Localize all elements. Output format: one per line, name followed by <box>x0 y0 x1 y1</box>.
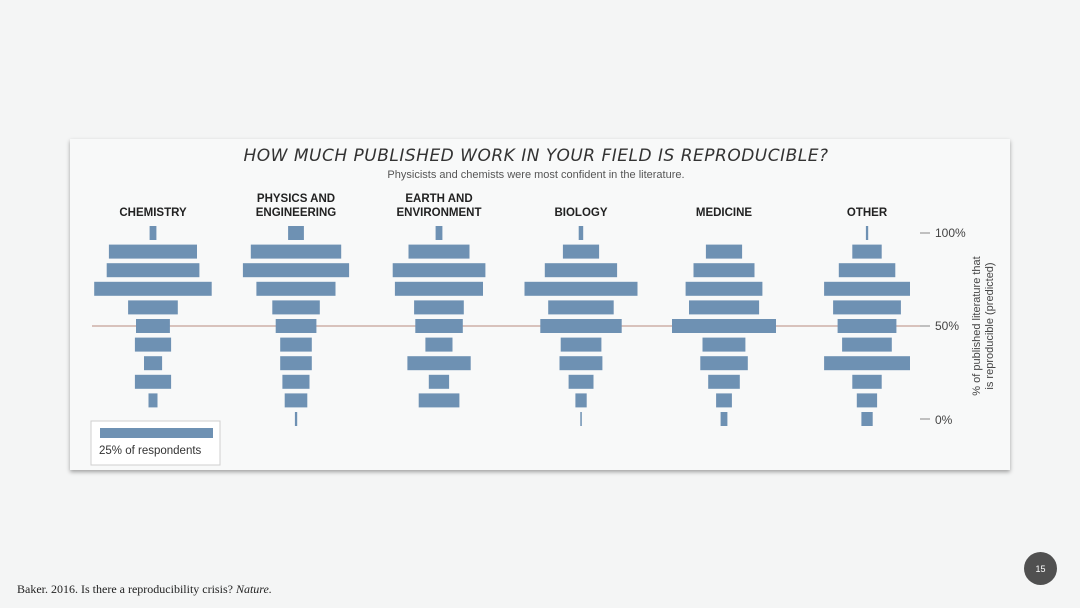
chart-bar <box>562 244 600 259</box>
y-tick-0: 0% <box>935 413 953 427</box>
chart-bar <box>294 412 298 426</box>
chart-bar <box>672 319 776 333</box>
category-group <box>524 226 638 426</box>
chart-bar <box>838 263 896 278</box>
chart-bar <box>856 393 878 408</box>
category-group <box>94 226 212 408</box>
chart-figure: HOW MUCH PUBLISHED WORK IN YOUR FIELD IS… <box>70 139 1010 470</box>
chart-svg: HOW MUCH PUBLISHED WORK IN YOUR FIELD IS… <box>90 146 996 466</box>
chart-title: HOW MUCH PUBLISHED WORK IN YOUR FIELD IS… <box>243 146 828 166</box>
chart-bar <box>94 281 212 296</box>
page-number-badge: 15 <box>1024 552 1057 585</box>
y-axis-label-line1: % of published literature that <box>971 256 983 395</box>
chart-bar <box>106 263 200 278</box>
chart-bar <box>284 393 308 408</box>
chart-bar <box>394 281 483 296</box>
chart-bar <box>559 356 603 371</box>
chart-bar <box>824 356 910 371</box>
footer-citation: Baker. 2016. Is there a reproducibility … <box>17 582 272 597</box>
chart-bar <box>144 356 163 371</box>
category-group <box>392 226 486 408</box>
category-label: ENGINEERING <box>256 207 337 219</box>
chart-bar <box>392 263 486 278</box>
chart-bar <box>272 300 320 315</box>
chart-bar <box>578 226 584 240</box>
chart-bar <box>250 244 342 259</box>
category-label: PHYSICS AND <box>257 193 335 205</box>
chart-bar <box>288 226 304 240</box>
legend-swatch <box>100 428 213 438</box>
chart-bar <box>548 300 614 315</box>
legend: 25% of respondents <box>90 420 221 466</box>
chart-bar <box>702 337 746 352</box>
chart-bar <box>861 412 873 426</box>
chart-bar <box>408 244 470 259</box>
chart-bar <box>540 319 622 333</box>
chart-bar <box>685 281 763 296</box>
chart-bar <box>524 281 638 296</box>
chart-subtitle: Physicists and chemists were most confid… <box>387 169 684 181</box>
category-label: ENVIRONMENT <box>397 207 482 219</box>
chart-bar <box>693 263 755 278</box>
chart-bar <box>256 281 336 296</box>
chart-bar <box>136 319 170 333</box>
chart-bar <box>275 319 317 333</box>
chart-bar <box>865 226 869 240</box>
chart-bar <box>407 356 471 371</box>
chart-bar <box>435 226 443 240</box>
citation-journal: Nature. <box>235 582 272 596</box>
chart-bar <box>837 319 897 333</box>
chart-bar <box>544 263 618 278</box>
chart-bar <box>560 337 602 352</box>
chart-bar <box>708 374 740 389</box>
chart-bar <box>852 244 882 259</box>
legend-label: 25% of respondents <box>99 445 202 457</box>
chart-bar <box>575 393 587 408</box>
chart-bar <box>833 300 901 315</box>
chart-bar <box>134 374 172 389</box>
category-group <box>672 244 776 426</box>
chart-bar <box>415 319 463 333</box>
y-tick-100: 100% <box>935 226 966 240</box>
chart-bar <box>242 263 350 278</box>
chart-bar <box>149 226 157 240</box>
category-label: OTHER <box>847 207 888 219</box>
y-axis-label-line2: is reproducible (predicted) <box>984 262 996 389</box>
category-label: EARTH AND <box>405 193 472 205</box>
chart-bar <box>716 393 732 408</box>
category-label: CHEMISTRY <box>119 207 187 219</box>
chart-bar <box>689 300 760 315</box>
chart-bar <box>824 281 910 296</box>
citation-text: Baker. 2016. Is there a reproducibility … <box>17 582 236 596</box>
category-group <box>824 226 910 426</box>
chart-bar <box>568 374 594 389</box>
category-label: MEDICINE <box>696 207 753 219</box>
category-group <box>242 226 350 426</box>
chart-bar <box>148 393 158 408</box>
chart-bar <box>580 412 582 426</box>
chart-bar <box>108 244 197 259</box>
chart-bar <box>414 300 464 315</box>
chart-bar <box>282 374 310 389</box>
chart-bar <box>280 337 312 352</box>
y-tick-50: 50% <box>935 319 959 333</box>
chart-bar <box>700 356 748 371</box>
chart-bar <box>418 393 460 408</box>
chart-bar <box>720 412 728 426</box>
legend-box <box>90 420 221 466</box>
page-number: 15 <box>1035 563 1046 574</box>
chart-bar <box>280 356 312 371</box>
chart-bar <box>705 244 743 259</box>
chart-bar <box>128 300 178 315</box>
chart-bar <box>428 374 450 389</box>
chart-bar <box>425 337 453 352</box>
category-label: BIOLOGY <box>554 207 607 219</box>
chart-bar <box>852 374 882 389</box>
chart-bar <box>842 337 892 352</box>
chart-bar <box>134 337 172 352</box>
